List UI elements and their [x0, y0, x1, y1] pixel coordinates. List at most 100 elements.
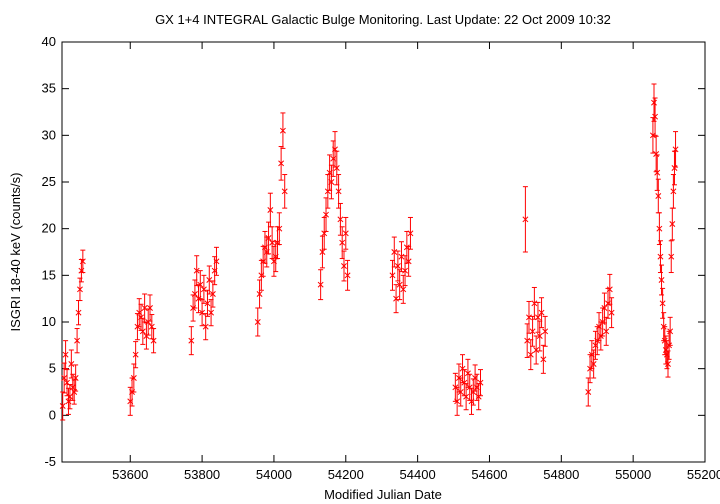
series-3: [188, 246, 220, 356]
data-point: [389, 259, 396, 291]
data-point: [671, 150, 678, 186]
x-axis-label: Modified Julian Date: [324, 487, 442, 502]
data-point: [542, 315, 549, 347]
x-tick-label: 54000: [256, 467, 292, 482]
data-point: [74, 328, 81, 354]
data-point: [524, 323, 531, 358]
data-point: [281, 174, 288, 209]
y-tick-label: 20: [42, 221, 56, 236]
data-point: [269, 226, 276, 260]
data-point: [127, 386, 134, 416]
data-point: [208, 299, 215, 327]
y-tick-label: 15: [42, 267, 56, 282]
data-point: [193, 255, 200, 287]
data-point: [653, 135, 660, 173]
data-point: [72, 364, 79, 392]
data-point: [139, 317, 146, 345]
data-point: [276, 212, 283, 246]
series-4: [254, 112, 288, 337]
data-point: [654, 154, 661, 191]
data-point: [204, 289, 211, 317]
y-tick-label: -5: [44, 454, 56, 469]
data-point: [668, 240, 675, 274]
data-point: [657, 240, 664, 274]
data-point: [535, 301, 541, 333]
data-point: [531, 286, 538, 320]
data-point: [526, 300, 532, 334]
data-point: [522, 186, 529, 253]
data-point: [656, 212, 663, 246]
y-tick-label: 5: [49, 361, 56, 376]
data-point: [393, 284, 400, 314]
series-6: [389, 216, 414, 314]
chart-title: GX 1+4 INTEGRAL Galactic Bulge Monitorin…: [155, 12, 611, 27]
x-tick-label: 53600: [112, 467, 148, 482]
data-point: [464, 358, 471, 388]
data-points: [59, 83, 679, 421]
data-point: [197, 270, 204, 300]
data-point: [68, 349, 75, 379]
data-point: [391, 236, 398, 268]
data-point: [608, 297, 615, 329]
data-point: [191, 279, 198, 309]
series-5: [317, 131, 351, 301]
y-tick-label: 30: [42, 127, 56, 142]
data-point: [341, 250, 347, 282]
data-point: [66, 384, 73, 410]
data-point: [477, 369, 484, 397]
data-point: [475, 383, 482, 411]
data-point: [536, 320, 543, 352]
data-point: [538, 297, 545, 329]
x-tick-label: 55000: [615, 467, 651, 482]
series-7: [452, 354, 484, 416]
plot-frame: [61, 41, 706, 463]
y-tick-label: 0: [49, 407, 56, 422]
data-point: [398, 241, 405, 273]
x-tick-label: 54600: [471, 467, 507, 482]
series-10: [649, 83, 679, 378]
y-tick-label: 10: [42, 314, 56, 329]
series-9: [585, 273, 615, 407]
x-tick-label: 54800: [543, 467, 579, 482]
data-point: [669, 207, 676, 241]
data-point: [278, 146, 285, 181]
axis-ticks: -5 0 5 10 15 20 25 30 35 40 53600 53800 54000 54200 54…: [42, 34, 720, 482]
data-point: [337, 202, 344, 236]
data-point: [540, 344, 547, 374]
data-point: [670, 174, 677, 209]
data-point: [202, 313, 209, 341]
data-point: [254, 307, 261, 337]
data-point: [209, 280, 216, 308]
x-tick-label: 54400: [400, 467, 436, 482]
series-2: [127, 293, 157, 416]
data-point: [394, 250, 401, 282]
data-point: [279, 112, 286, 149]
data-point: [132, 341, 139, 369]
data-point: [200, 274, 207, 304]
data-point: [141, 293, 148, 323]
data-point: [256, 279, 263, 309]
y-axis-label: ISGRI 18-40 keV (counts/s): [8, 173, 23, 332]
data-point: [150, 328, 157, 354]
data-point: [659, 287, 666, 319]
data-point: [665, 350, 671, 378]
y-tick-label: 40: [42, 34, 56, 49]
data-point: [339, 226, 346, 260]
data-point: [667, 316, 674, 346]
x-tick-label: 55200: [687, 467, 720, 482]
data-point: [188, 326, 195, 356]
data-point: [213, 246, 220, 276]
data-point: [655, 178, 662, 214]
data-point: [342, 216, 349, 250]
data-point: [533, 335, 540, 365]
data-point: [206, 265, 213, 295]
data-point: [672, 131, 679, 168]
x-tick-label: 54200: [328, 467, 364, 482]
y-tick-label: 25: [42, 174, 56, 189]
data-point: [62, 340, 69, 370]
data-point: [396, 269, 403, 301]
data-point: [652, 97, 659, 136]
data-point: [400, 274, 407, 304]
series-8: [522, 186, 549, 374]
